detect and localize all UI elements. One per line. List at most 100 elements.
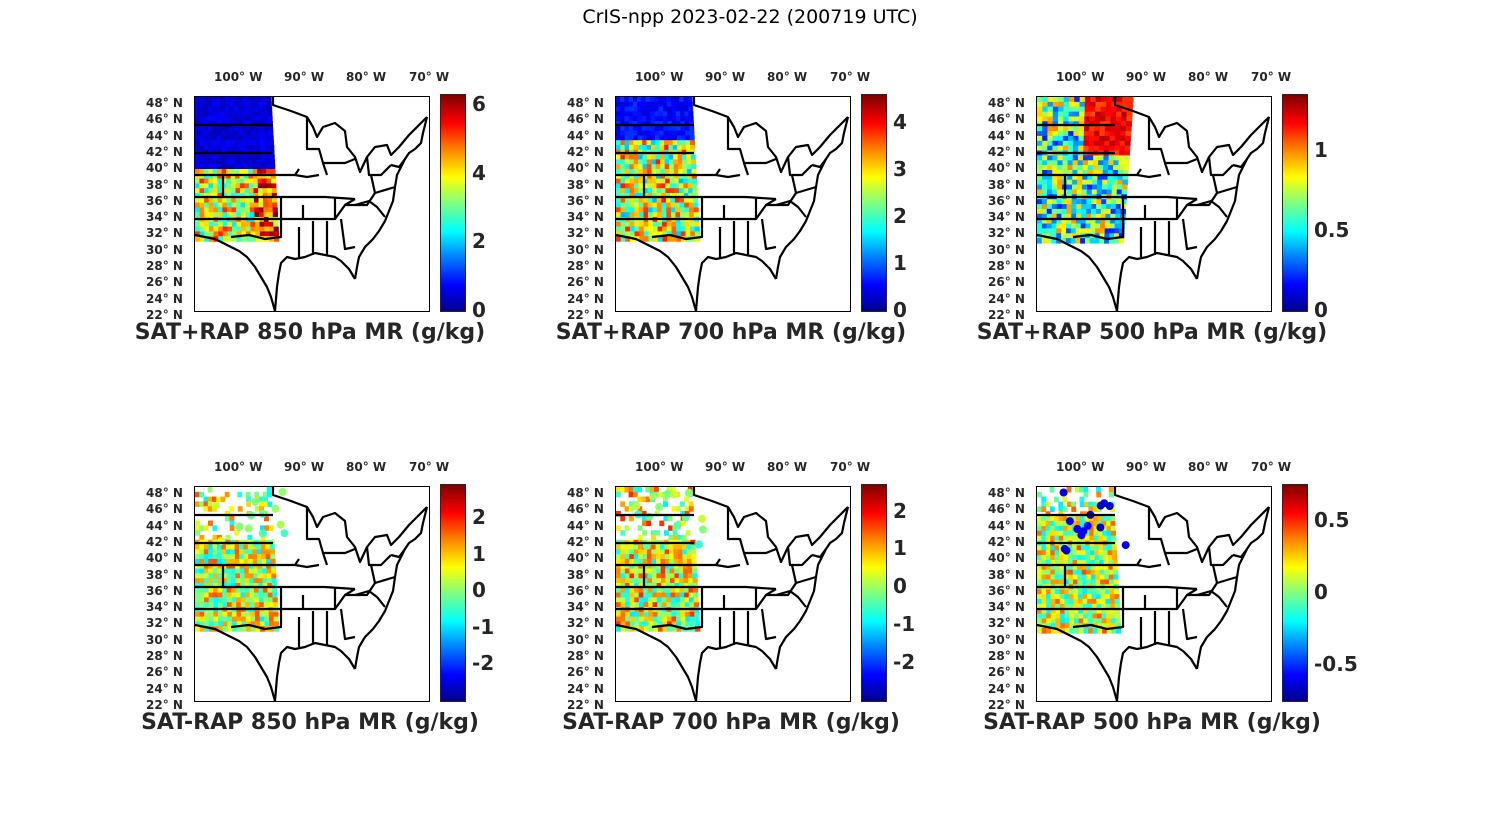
map-area [194,486,430,702]
longitude-tick: 80° W [767,70,808,84]
latitude-axis: 48° N 46° N 44° N 42° N 40° N 38° N 36° N 34° N… [966,70,1026,350]
latitude-tick: 44° N [988,518,1025,533]
longitude-tick: 70° W [830,70,871,84]
latitude-tick: 40° N [567,161,604,176]
boundary-line [1147,117,1238,219]
latitude-tick: 28° N [988,649,1025,663]
colorbar-tick: 4 [472,160,486,185]
latitude-tick: 30° N [567,632,604,647]
boundary-line [305,507,396,609]
latitude-tick: 32° N [988,226,1025,241]
latitude-tick: 24° N [146,291,183,306]
latitude-tick: 48° N [988,96,1025,110]
map-panel-1: 100° W 90° W 80° W 70° W 48° N 46° N 44° N 42° … [124,70,544,410]
latitude-tick: 48° N [567,96,604,110]
latitude-tick: 30° N [146,242,183,257]
satellite-swath [1037,97,1134,244]
longitude-tick: 90° W [284,460,325,474]
boundary-line [273,251,356,311]
boundary-line [353,506,429,670]
state-boundaries [616,97,850,311]
colorbar-tick: 4 [893,110,907,135]
latitude-tick: 26° N [146,275,183,290]
latitude-tick: 34° N [988,600,1025,615]
latitude-tick: 42° N [567,144,604,159]
latitude-tick: 44° N [567,518,604,533]
latitude-tick: 34° N [146,600,183,615]
panel-title: SAT-RAP 850 hPa MR (g/kg) [141,710,479,735]
latitude-tick: 26° N [988,275,1025,290]
boundary-line [1195,506,1271,670]
latitude-axis: 48° N 46° N 44° N 42° N 40° N 38° N 36° N 34° N… [966,460,1026,740]
boundary-line [195,623,277,701]
colorbar [1282,484,1308,702]
longitude-tick: 80° W [1188,460,1229,474]
colorbar-tick: 0.5 [1314,218,1350,242]
longitude-axis: 100° W 90° W 80° W 70° W [545,70,965,90]
longitude-tick: 100° W [635,460,684,474]
latitude-tick: 40° N [988,551,1025,566]
map-canvas [616,97,850,311]
longitude-axis: 100° W 90° W 80° W 70° W [966,460,1386,480]
latitude-tick: 36° N [988,583,1025,598]
colorbar-tick: 3 [893,157,907,182]
colorbar-tick: -2 [472,651,495,676]
latitude-tick: 36° N [567,193,604,208]
boundary-line [305,117,396,219]
latitude-tick: 36° N [988,193,1025,208]
latitude-tick: 24° N [988,291,1025,306]
longitude-tick: 70° W [1251,70,1292,84]
latitude-tick: 46° N [146,502,183,517]
boundary-line [1195,116,1271,280]
map-canvas [1037,487,1271,701]
boundary-line [774,116,850,280]
latitude-tick: 42° N [146,144,183,159]
latitude-tick: 22° N [567,307,604,322]
colorbar-tick: 1 [893,536,907,561]
longitude-axis: 100° W 90° W 80° W 70° W [966,70,1386,90]
latitude-tick: 44° N [146,518,183,533]
latitude-tick: 32° N [146,616,183,631]
boundary-line [1115,251,1198,311]
colorbar-tick: 2 [893,204,907,229]
boundary-line [1139,199,1228,257]
latitude-axis: 48° N 46° N 44° N 42° N 40° N 38° N 36° N 34° N… [545,70,605,350]
latitude-axis: 48° N 46° N 44° N 42° N 40° N 38° N 36° N 34° N… [124,460,184,740]
longitude-tick: 70° W [409,460,450,474]
satellite-swath [1037,487,1130,634]
latitude-tick: 42° N [988,144,1025,159]
latitude-tick: 28° N [988,259,1025,273]
latitude-tick: 26° N [567,275,604,290]
latitude-tick: 46° N [146,112,183,127]
panel-title: SAT-RAP 700 hPa MR (g/kg) [562,710,900,735]
map-area [615,486,851,702]
latitude-tick: 22° N [988,307,1025,322]
latitude-tick: 48° N [146,486,183,500]
longitude-tick: 70° W [409,70,450,84]
latitude-tick: 42° N [146,534,183,549]
colorbar-tick: 2 [472,229,486,254]
longitude-tick: 90° W [284,70,325,84]
boundary-line [616,623,698,701]
latitude-tick: 28° N [146,649,183,663]
longitude-tick: 90° W [1126,70,1167,84]
state-boundaries [195,97,429,311]
latitude-tick: 26° N [988,665,1025,680]
latitude-tick: 38° N [988,177,1025,192]
latitude-tick: 24° N [567,291,604,306]
colorbar-tick: 2 [893,498,907,523]
latitude-tick: 48° N [146,96,183,110]
longitude-tick: 70° W [1251,460,1292,474]
boundary-line [616,233,698,311]
colorbar-tick: -1 [893,612,916,637]
state-boundaries [1037,97,1271,311]
longitude-tick: 100° W [214,70,263,84]
latitude-tick: 34° N [567,210,604,225]
latitude-tick: 34° N [988,210,1025,225]
latitude-tick: 40° N [567,551,604,566]
boundary-line [786,156,827,194]
latitude-tick: 48° N [567,486,604,500]
latitude-tick: 22° N [988,697,1025,712]
panel-title: SAT+RAP 850 hPa MR (g/kg) [134,320,486,345]
latitude-tick: 30° N [988,242,1025,257]
